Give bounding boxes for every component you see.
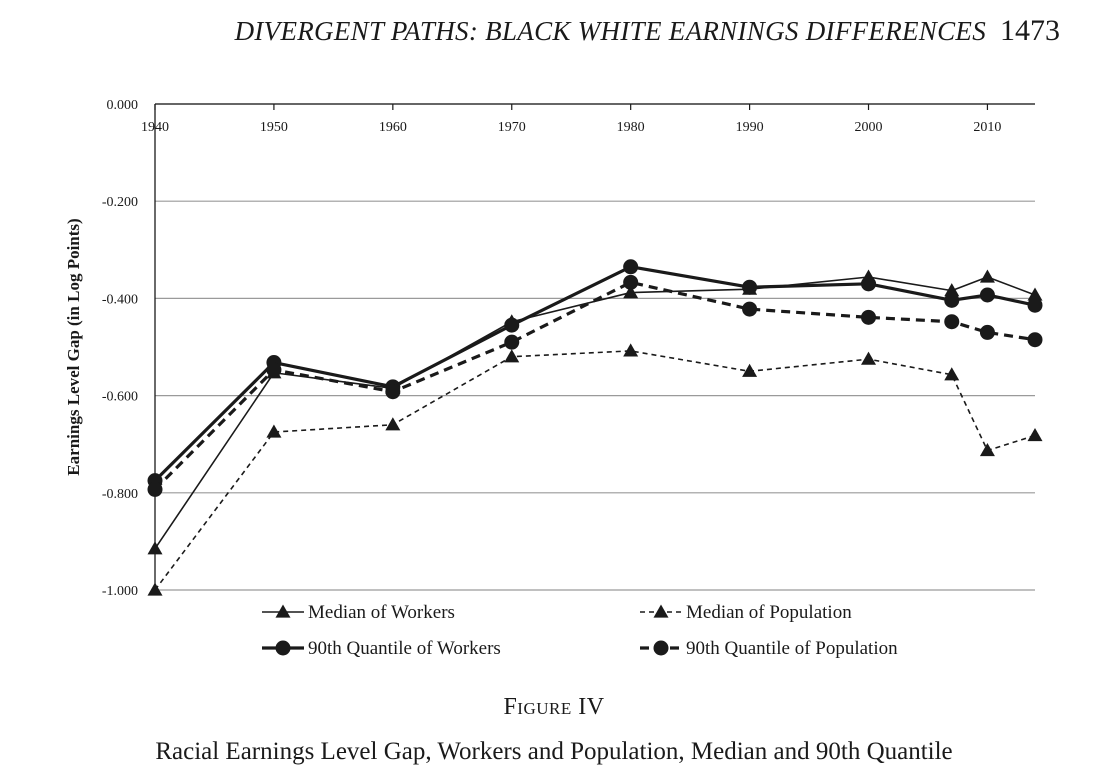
- grid-lines: [155, 103, 1035, 591]
- x-tick-label: 1940: [141, 120, 169, 135]
- legend-item: 90th Quantile of Population: [640, 638, 898, 659]
- legend-item: Median of Workers: [262, 602, 455, 623]
- circle-marker: [385, 384, 401, 400]
- x-tick-label: 1990: [736, 120, 764, 135]
- legend-label: Median of Population: [686, 602, 852, 623]
- series-group: [147, 343, 1043, 596]
- legend-label: 90th Quantile of Workers: [308, 638, 501, 659]
- y-tick-label: -0.800: [102, 487, 138, 502]
- x-tick-label: 2010: [973, 120, 1001, 135]
- y-axis-label: Earnings Level Gap (in Log Points): [64, 218, 83, 475]
- circle-marker: [861, 309, 877, 325]
- triangle-marker: [504, 349, 520, 363]
- y-tick-label: -0.400: [102, 292, 138, 307]
- legend-label: 90th Quantile of Population: [686, 638, 898, 659]
- circle-marker: [504, 334, 520, 350]
- running-title: DIVERGENT PATHS: BLACK WHITE EARNINGS DI…: [234, 16, 986, 46]
- series-line: [153, 265, 1036, 482]
- page-number: 1473: [1000, 14, 1060, 47]
- y-tick-label: -0.200: [102, 195, 138, 210]
- series-group: [147, 274, 1043, 497]
- triangle-marker: [147, 541, 163, 555]
- x-tick-label: 1950: [260, 120, 288, 135]
- triangle-marker: [979, 443, 995, 457]
- triangle-marker: [266, 424, 282, 438]
- earnings-gap-line-chart: 0.000 -0.200 -0.400 -0.600 -0.800 -1.000 1940…: [64, 98, 1043, 659]
- circle-marker: [147, 481, 163, 497]
- circle-marker: [742, 279, 758, 295]
- y-tick-labels: 0.000 -0.200 -0.400 -0.600 -0.800 -1.000: [102, 98, 138, 599]
- circle-marker: [742, 301, 758, 317]
- y-tick-label: -0.600: [102, 390, 138, 405]
- triangle-marker: [623, 343, 639, 357]
- triangle-marker: [385, 417, 401, 431]
- circle-marker: [1027, 297, 1043, 313]
- circle-marker: [944, 314, 960, 330]
- y-tick-label: -1.000: [102, 584, 138, 599]
- circle-marker: [266, 362, 282, 378]
- legend-item: Median of Population: [640, 602, 852, 623]
- circle-marker: [944, 292, 960, 308]
- circle-marker: [979, 287, 995, 303]
- legend-label: Median of Workers: [308, 602, 455, 623]
- running-head: DIVERGENT PATHS: BLACK WHITE EARNINGS DI…: [0, 14, 1060, 48]
- x-tick-label: 1980: [617, 120, 645, 135]
- circle-marker: [275, 640, 291, 656]
- figure-label: Figure IV: [503, 694, 605, 720]
- triangle-marker: [1027, 427, 1043, 442]
- triangle-marker: [1027, 287, 1043, 301]
- data-series: [147, 259, 1043, 596]
- axes: [154, 103, 1035, 590]
- series-line: [154, 350, 1036, 591]
- circle-marker: [979, 324, 995, 340]
- triangle-marker: [275, 604, 291, 618]
- series-group: [147, 269, 1043, 555]
- y-tick-label: 0.000: [107, 98, 139, 113]
- circle-marker: [653, 640, 669, 656]
- x-tick-label: 2000: [855, 120, 883, 135]
- triangle-marker: [861, 351, 877, 365]
- triangle-marker: [944, 283, 960, 297]
- series-line: [153, 280, 1036, 491]
- circle-marker: [861, 276, 877, 292]
- figure-caption: Racial Earnings Level Gap, Workers and P…: [155, 738, 953, 765]
- circle-marker: [623, 274, 639, 290]
- circle-marker: [504, 317, 520, 333]
- x-tick-labels: 1940 1950 1960 1970 1980 1990 2000 2010: [141, 120, 1001, 135]
- triangle-marker: [653, 604, 669, 618]
- triangle-marker: [147, 582, 163, 596]
- triangle-marker: [944, 367, 960, 381]
- triangle-marker: [623, 285, 639, 299]
- legend-item: 90th Quantile of Workers: [262, 638, 501, 659]
- circle-marker: [623, 259, 639, 275]
- triangle-marker: [742, 363, 758, 377]
- x-tick-label: 1970: [498, 120, 526, 135]
- circle-marker: [1027, 332, 1043, 348]
- x-tick-label: 1960: [379, 120, 407, 135]
- triangle-marker: [979, 269, 995, 283]
- legend: Median of Workers Median of Population 90t…: [262, 602, 898, 659]
